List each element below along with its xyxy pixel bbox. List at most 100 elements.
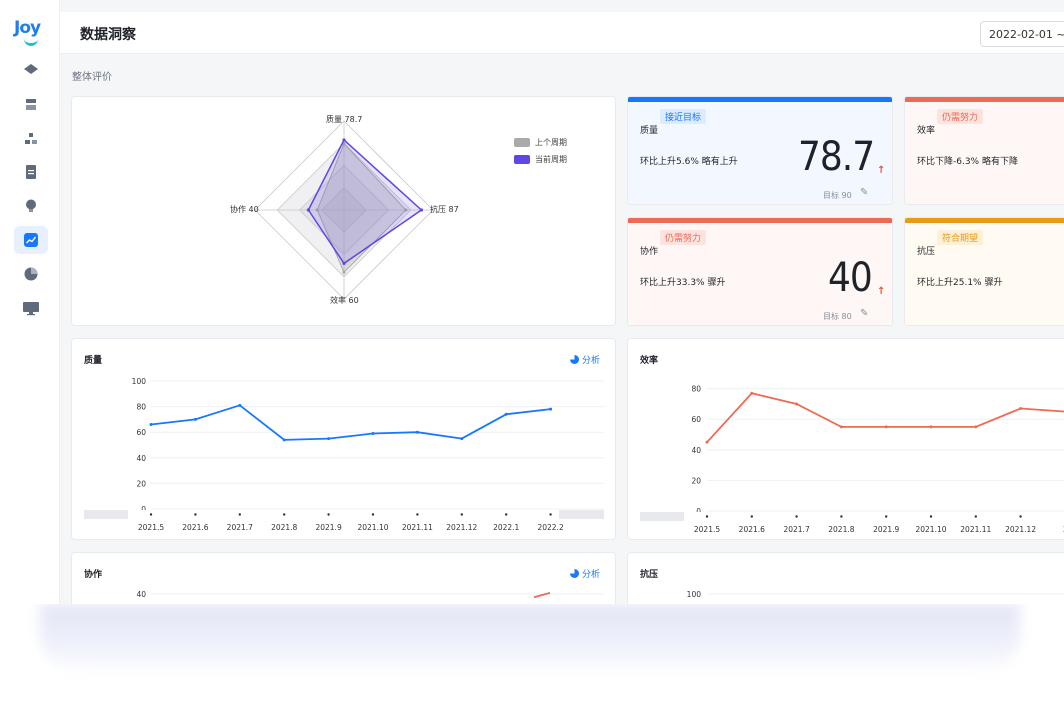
y-tick-label: 60 xyxy=(136,428,146,437)
y-tick-label: 100 xyxy=(687,590,702,599)
x-tick-mark xyxy=(929,515,933,518)
edit-icon[interactable]: ✎ xyxy=(860,187,869,198)
chart-title: 抗压 xyxy=(640,570,659,580)
x-tick-mark xyxy=(238,513,241,516)
data-point xyxy=(327,437,331,441)
dashboard-icon[interactable] xyxy=(14,90,48,118)
status-badge: 仍需努力 xyxy=(660,230,707,245)
data-point xyxy=(193,417,197,421)
chart-title: 质量 xyxy=(84,356,103,366)
metric-accent-bar xyxy=(628,218,892,223)
collab-line-chart: 40 xyxy=(136,590,604,599)
section-label: 整体评价 xyxy=(72,72,112,83)
x-tick-label: 2021.10 xyxy=(915,525,946,534)
metric-target: 目标 80 xyxy=(823,312,852,321)
metric-card-collab[interactable]: 仍需努力 协作 环比上升33.3% 骤升 40 ↑ 目标 80 ✎ xyxy=(627,217,893,326)
data-point xyxy=(415,430,419,434)
metric-name: 质量 xyxy=(640,126,659,136)
y-tick-label: 20 xyxy=(136,479,146,488)
analysis-button[interactable]: 分析 xyxy=(570,353,600,366)
edit-icon[interactable]: ✎ xyxy=(860,308,869,319)
monitor-icon[interactable] xyxy=(14,294,48,322)
series-line xyxy=(533,592,551,599)
x-tick-mark xyxy=(283,513,286,516)
bottom-shadow xyxy=(40,604,1020,674)
x-tick-label: 2021.9 xyxy=(315,523,341,532)
radar-label-quality: 质量 78.7 xyxy=(326,115,363,124)
data-point xyxy=(504,412,508,416)
metric-name: 抗压 xyxy=(917,247,936,257)
x-tick-mark xyxy=(416,513,419,516)
radar-point xyxy=(342,138,346,142)
legend-previous[interactable]: 上个周期 xyxy=(514,137,567,148)
x-tick-label: 2021.5 xyxy=(694,525,720,534)
radar-point xyxy=(306,208,310,212)
metric-trend: 环比下降-6.3% 略有下降 xyxy=(917,157,1018,167)
metric-trend: 环比上升25.1% 骤升 xyxy=(917,278,1003,288)
legend-label: 当前周期 xyxy=(535,155,567,164)
radar-label-collab: 协作 40 xyxy=(230,205,259,214)
metric-accent-bar xyxy=(905,97,1064,102)
data-point xyxy=(705,440,709,444)
y-tick-label: 40 xyxy=(691,446,701,455)
analysis-label: 分析 xyxy=(582,570,601,580)
data-point xyxy=(371,431,375,435)
x-tick-label: 2021.6 xyxy=(182,523,208,532)
x-tick-label: 2021.8 xyxy=(271,523,297,532)
x-tick-label: 2021.12 xyxy=(446,523,477,532)
radar-chart xyxy=(254,120,434,300)
x-tick-label: 2021.9 xyxy=(873,525,899,534)
arrow-up-icon: ↑ xyxy=(877,165,886,176)
x-tick-label: 2021.7 xyxy=(783,525,809,534)
zoom-slider-window xyxy=(128,510,559,519)
metric-name: 协作 xyxy=(640,247,659,257)
legend-current[interactable]: 当前周期 xyxy=(514,154,567,165)
analysis-label: 分析 xyxy=(582,356,601,366)
metric-card-pressure[interactable]: 符合期望 抗压 环比上升25.1% 骤升 xyxy=(904,217,1064,326)
analysis-button[interactable]: 分析 xyxy=(570,567,600,580)
y-tick-label: 80 xyxy=(691,385,701,394)
x-tick-mark xyxy=(549,513,552,516)
x-tick-mark xyxy=(371,513,375,516)
metric-accent-bar xyxy=(628,97,892,102)
lightbulb-icon[interactable] xyxy=(14,192,48,220)
metric-card-quality[interactable]: 接近目标 质量 环比上升5.6% 略有上升 78.7 ↑ 目标 90 ✎ xyxy=(627,96,893,205)
metric-card-efficiency[interactable]: 仍需努力 效率 环比下降-6.3% 略有下降 xyxy=(904,96,1064,205)
document-icon[interactable] xyxy=(14,158,48,186)
joy-logo[interactable]: Joy xyxy=(14,18,48,48)
x-tick-mark xyxy=(194,513,197,516)
date-range-picker[interactable]: 2022-02-01 ~ xyxy=(980,21,1064,47)
metric-accent-bar xyxy=(905,218,1064,223)
data-point xyxy=(549,407,553,411)
efficiency-line-chart: 0 20 40 60 80 2021.5 2021.6 2021.7 2021.8 2021.9 2… xyxy=(640,385,1064,534)
pressure-chart-card: 抗压 100 xyxy=(627,552,1064,604)
x-tick-label: 2021.8 xyxy=(828,525,854,534)
radar-label-efficiency: 效率 60 xyxy=(330,296,359,305)
x-tick-label: 2021.11 xyxy=(960,525,991,534)
y-tick-label: 0 xyxy=(141,505,146,514)
pie-icon xyxy=(570,355,579,364)
chart-title: 协作 xyxy=(84,570,103,580)
data-point xyxy=(884,425,888,429)
x-tick-label: 2022.1 xyxy=(493,523,519,532)
line-chart-icon[interactable] xyxy=(14,226,48,254)
pie-chart-icon[interactable] xyxy=(14,260,48,288)
data-point xyxy=(149,423,153,427)
quality-line-chart: 0 20 40 60 80 100 2021.5 2021.6 2021.7 2021.8 2021… xyxy=(84,377,604,532)
pie-icon xyxy=(570,569,579,578)
x-tick-label: 2021.5 xyxy=(138,523,164,532)
radar-point xyxy=(342,261,346,265)
x-tick-mark xyxy=(974,515,977,518)
radar-label-pressure: 抗压 87 xyxy=(430,205,459,214)
x-tick-mark xyxy=(460,513,463,516)
x-tick-label: 2021.12 xyxy=(1005,525,1036,534)
data-point xyxy=(929,425,933,429)
x-tick-mark xyxy=(327,513,330,516)
data-point xyxy=(1019,407,1023,411)
y-tick-label: 100 xyxy=(132,377,147,386)
chart-title: 效率 xyxy=(640,356,659,366)
layers-icon[interactable] xyxy=(14,56,48,84)
x-tick-mark xyxy=(885,515,888,518)
x-tick-mark xyxy=(505,513,508,516)
org-chart-icon[interactable] xyxy=(14,124,48,152)
